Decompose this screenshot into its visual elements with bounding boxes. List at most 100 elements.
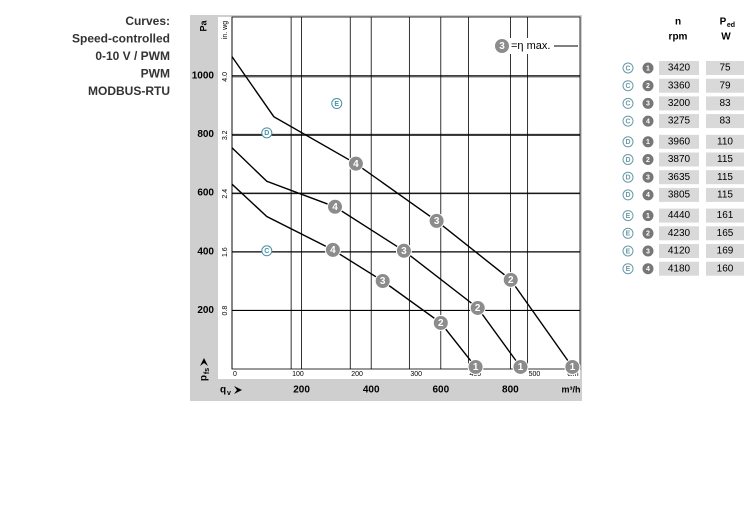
x-axis-label: q xyxy=(220,385,226,396)
x-tick-label: 600 xyxy=(432,385,449,396)
row-curve xyxy=(622,115,634,127)
x2-tick-label: 500 xyxy=(529,371,541,378)
row-curve xyxy=(622,245,634,257)
row-point xyxy=(642,97,654,109)
operating-point-label: 4 xyxy=(332,202,338,213)
x2-tick-label: 0 xyxy=(233,371,237,378)
cell-bg xyxy=(706,78,744,93)
operating-point xyxy=(327,198,344,215)
row-curve xyxy=(622,62,634,74)
row-point-label: 3 xyxy=(646,175,650,182)
rpm-cell: 3420 xyxy=(668,63,691,74)
curve-marker-label: D xyxy=(264,130,269,137)
operating-point xyxy=(432,314,449,331)
row-point-label: 1 xyxy=(646,213,650,220)
cell-bg xyxy=(706,226,744,241)
operating-point-label: 4 xyxy=(330,245,336,256)
table-header-unit: rpm xyxy=(669,32,688,43)
row-point xyxy=(642,263,654,275)
legend-text: =η max. xyxy=(511,40,550,52)
cell-bg xyxy=(706,170,744,185)
x2-tick-label: 100 xyxy=(292,371,304,378)
power-cell: 161 xyxy=(717,210,734,221)
cell-bg xyxy=(659,261,699,276)
operating-point-label: 3 xyxy=(434,216,440,227)
x-axis-label-sub: v xyxy=(227,390,231,397)
row-point xyxy=(642,245,654,257)
power-cell: 115 xyxy=(717,172,733,183)
row-point-label: 1 xyxy=(646,65,650,72)
operating-point xyxy=(395,242,412,259)
cell-bg xyxy=(659,114,699,129)
row-curve-label: D xyxy=(625,175,630,182)
operating-point-label: 1 xyxy=(473,362,479,373)
row-curve-label: E xyxy=(626,231,631,238)
rpm-cell: 3360 xyxy=(668,80,691,91)
pressure-label-sub: fs xyxy=(204,368,211,374)
rpm-cell: 3870 xyxy=(668,154,691,165)
y2-tick-label: 3.2 xyxy=(222,130,229,140)
row-point-label: 2 xyxy=(646,231,650,238)
y-axis-label: Pa xyxy=(198,20,208,32)
operating-point-label: 2 xyxy=(508,275,514,286)
y-tick-label: 1000 xyxy=(192,70,215,81)
row-curve-label: D xyxy=(625,192,630,199)
row-curve xyxy=(622,136,634,148)
row-point-label: 4 xyxy=(646,192,650,199)
y2-tick-label: 0.8 xyxy=(222,306,229,316)
rpm-cell: 3960 xyxy=(668,136,691,147)
cell-bg xyxy=(706,244,744,258)
rpm-cell: 4230 xyxy=(668,228,691,239)
row-point xyxy=(642,210,654,222)
cell-bg xyxy=(659,208,699,223)
curve-marker-label: E xyxy=(334,101,339,108)
row-point-label: 1 xyxy=(646,139,650,146)
operating-point-label: 4 xyxy=(353,159,359,170)
power-cell: 110 xyxy=(717,136,733,147)
caption-line: 0-10 V / PWM xyxy=(95,49,170,63)
row-curve xyxy=(622,171,634,183)
table-header-sub: ed xyxy=(727,22,735,29)
rpm-cell: 3275 xyxy=(668,116,691,127)
rpm-cell: 4180 xyxy=(668,263,691,274)
plot-background xyxy=(218,17,580,379)
x-tick-label: 400 xyxy=(363,385,380,396)
row-point xyxy=(642,136,654,148)
row-point xyxy=(642,154,654,165)
operating-point xyxy=(374,273,391,289)
row-point-label: 2 xyxy=(646,157,650,164)
cell-bg xyxy=(706,187,744,202)
curve-marker xyxy=(331,98,343,110)
axis-arrow xyxy=(200,358,208,366)
row-curve-label: C xyxy=(625,101,630,108)
plot-border xyxy=(231,16,581,370)
row-curve-label: E xyxy=(626,213,631,220)
rpm-cell: 3805 xyxy=(668,190,691,201)
row-curve xyxy=(622,227,634,239)
curve xyxy=(231,183,477,368)
operating-point-label: 3 xyxy=(401,246,407,257)
curve xyxy=(231,147,522,368)
cell-bg xyxy=(659,134,699,149)
operating-point-label: 3 xyxy=(380,276,386,287)
legend-point-label: 3 xyxy=(499,41,505,52)
cell-bg xyxy=(659,226,699,241)
row-point-label: 3 xyxy=(646,248,650,255)
operating-point xyxy=(428,212,445,229)
rpm-cell: 4440 xyxy=(668,210,691,221)
cell-bg xyxy=(659,244,699,258)
row-curve xyxy=(622,154,634,165)
power-cell: 115 xyxy=(717,190,733,201)
caption-line: Speed-controlled xyxy=(72,32,170,46)
operating-point xyxy=(469,299,486,316)
row-point xyxy=(642,227,654,239)
y-tick-label: 600 xyxy=(197,188,214,199)
cell-bg xyxy=(659,187,699,202)
row-point-label: 4 xyxy=(646,266,650,273)
power-cell: 169 xyxy=(717,246,734,257)
row-curve-label: E xyxy=(626,266,631,273)
row-curve xyxy=(622,263,634,275)
caption-line: PWM xyxy=(141,67,170,81)
cell-bg xyxy=(659,61,699,75)
